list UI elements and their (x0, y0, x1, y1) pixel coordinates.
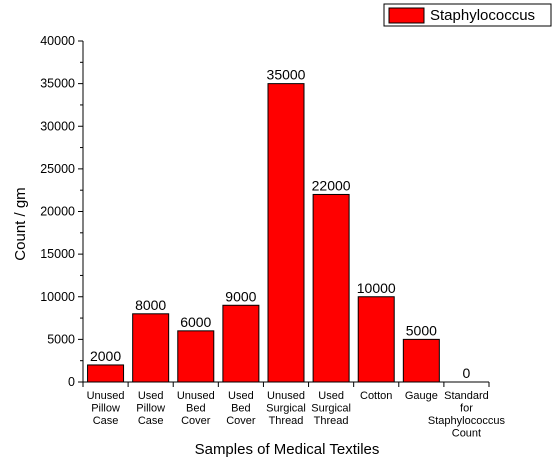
x-tick-label: Used Surgical Thread (311, 390, 351, 427)
data-label: 2000 (90, 348, 121, 364)
data-label: 6000 (180, 314, 211, 330)
bar (177, 330, 215, 383)
legend-swatch (388, 7, 425, 24)
x-tick-label: Gauge (405, 390, 438, 402)
y-tick-label: 10000 (40, 290, 75, 304)
bar (222, 304, 260, 383)
data-label: 22000 (312, 177, 351, 193)
bar (267, 83, 305, 383)
x-axis-title: Samples of Medical Textiles (195, 441, 380, 458)
y-tick-label: 15000 (40, 247, 75, 261)
x-tick-label: Unused Pillow Case (87, 390, 125, 427)
y-tick-label: 0 (68, 375, 75, 389)
data-label: 5000 (406, 322, 437, 338)
x-tick-label: Unused Surgical Thread (266, 390, 306, 427)
data-labels: 2000 8000 6000 9000 35000 22000 10000 5000 0 (90, 67, 471, 381)
y-tick-label: 25000 (40, 162, 75, 176)
data-label: 9000 (225, 288, 256, 304)
x-tick-label: Used Pillow Case (136, 390, 165, 427)
bar (312, 193, 350, 383)
legend-box (383, 3, 552, 27)
x-tick-label: Cotton (360, 390, 392, 402)
x-tick-label: Standard for Staphylococcus Count (428, 390, 506, 440)
bar (357, 296, 395, 383)
y-tick-label: 30000 (40, 119, 75, 133)
y-axis-title: Count / gm (12, 187, 29, 260)
legend-label: Staphylococcus (430, 7, 535, 24)
x-tick-label: Used Bed Cover (226, 390, 256, 427)
bars (87, 83, 440, 383)
y-tick-label: 35000 (40, 77, 75, 91)
data-label: 35000 (267, 67, 306, 83)
category-labels: Unused Pillow Case Used Pillow Case Unused Bed C… (87, 390, 506, 440)
x-tick-label: Unused Bed Cover (177, 390, 215, 427)
y-axis: 0 5000 10000 15000 20000 25000 30000 35000 40000 (40, 34, 84, 389)
bar (132, 313, 170, 383)
y-tick-label: 40000 (40, 34, 75, 48)
bar (402, 338, 440, 383)
bar (87, 364, 125, 383)
y-tick-label: 5000 (47, 332, 75, 346)
data-label: 0 (463, 365, 471, 381)
y-tick-label: 20000 (40, 205, 75, 219)
data-label: 8000 (135, 297, 166, 313)
x-axis (82, 381, 490, 387)
data-label: 10000 (357, 280, 396, 296)
legend: Staphylococcus (383, 3, 552, 27)
